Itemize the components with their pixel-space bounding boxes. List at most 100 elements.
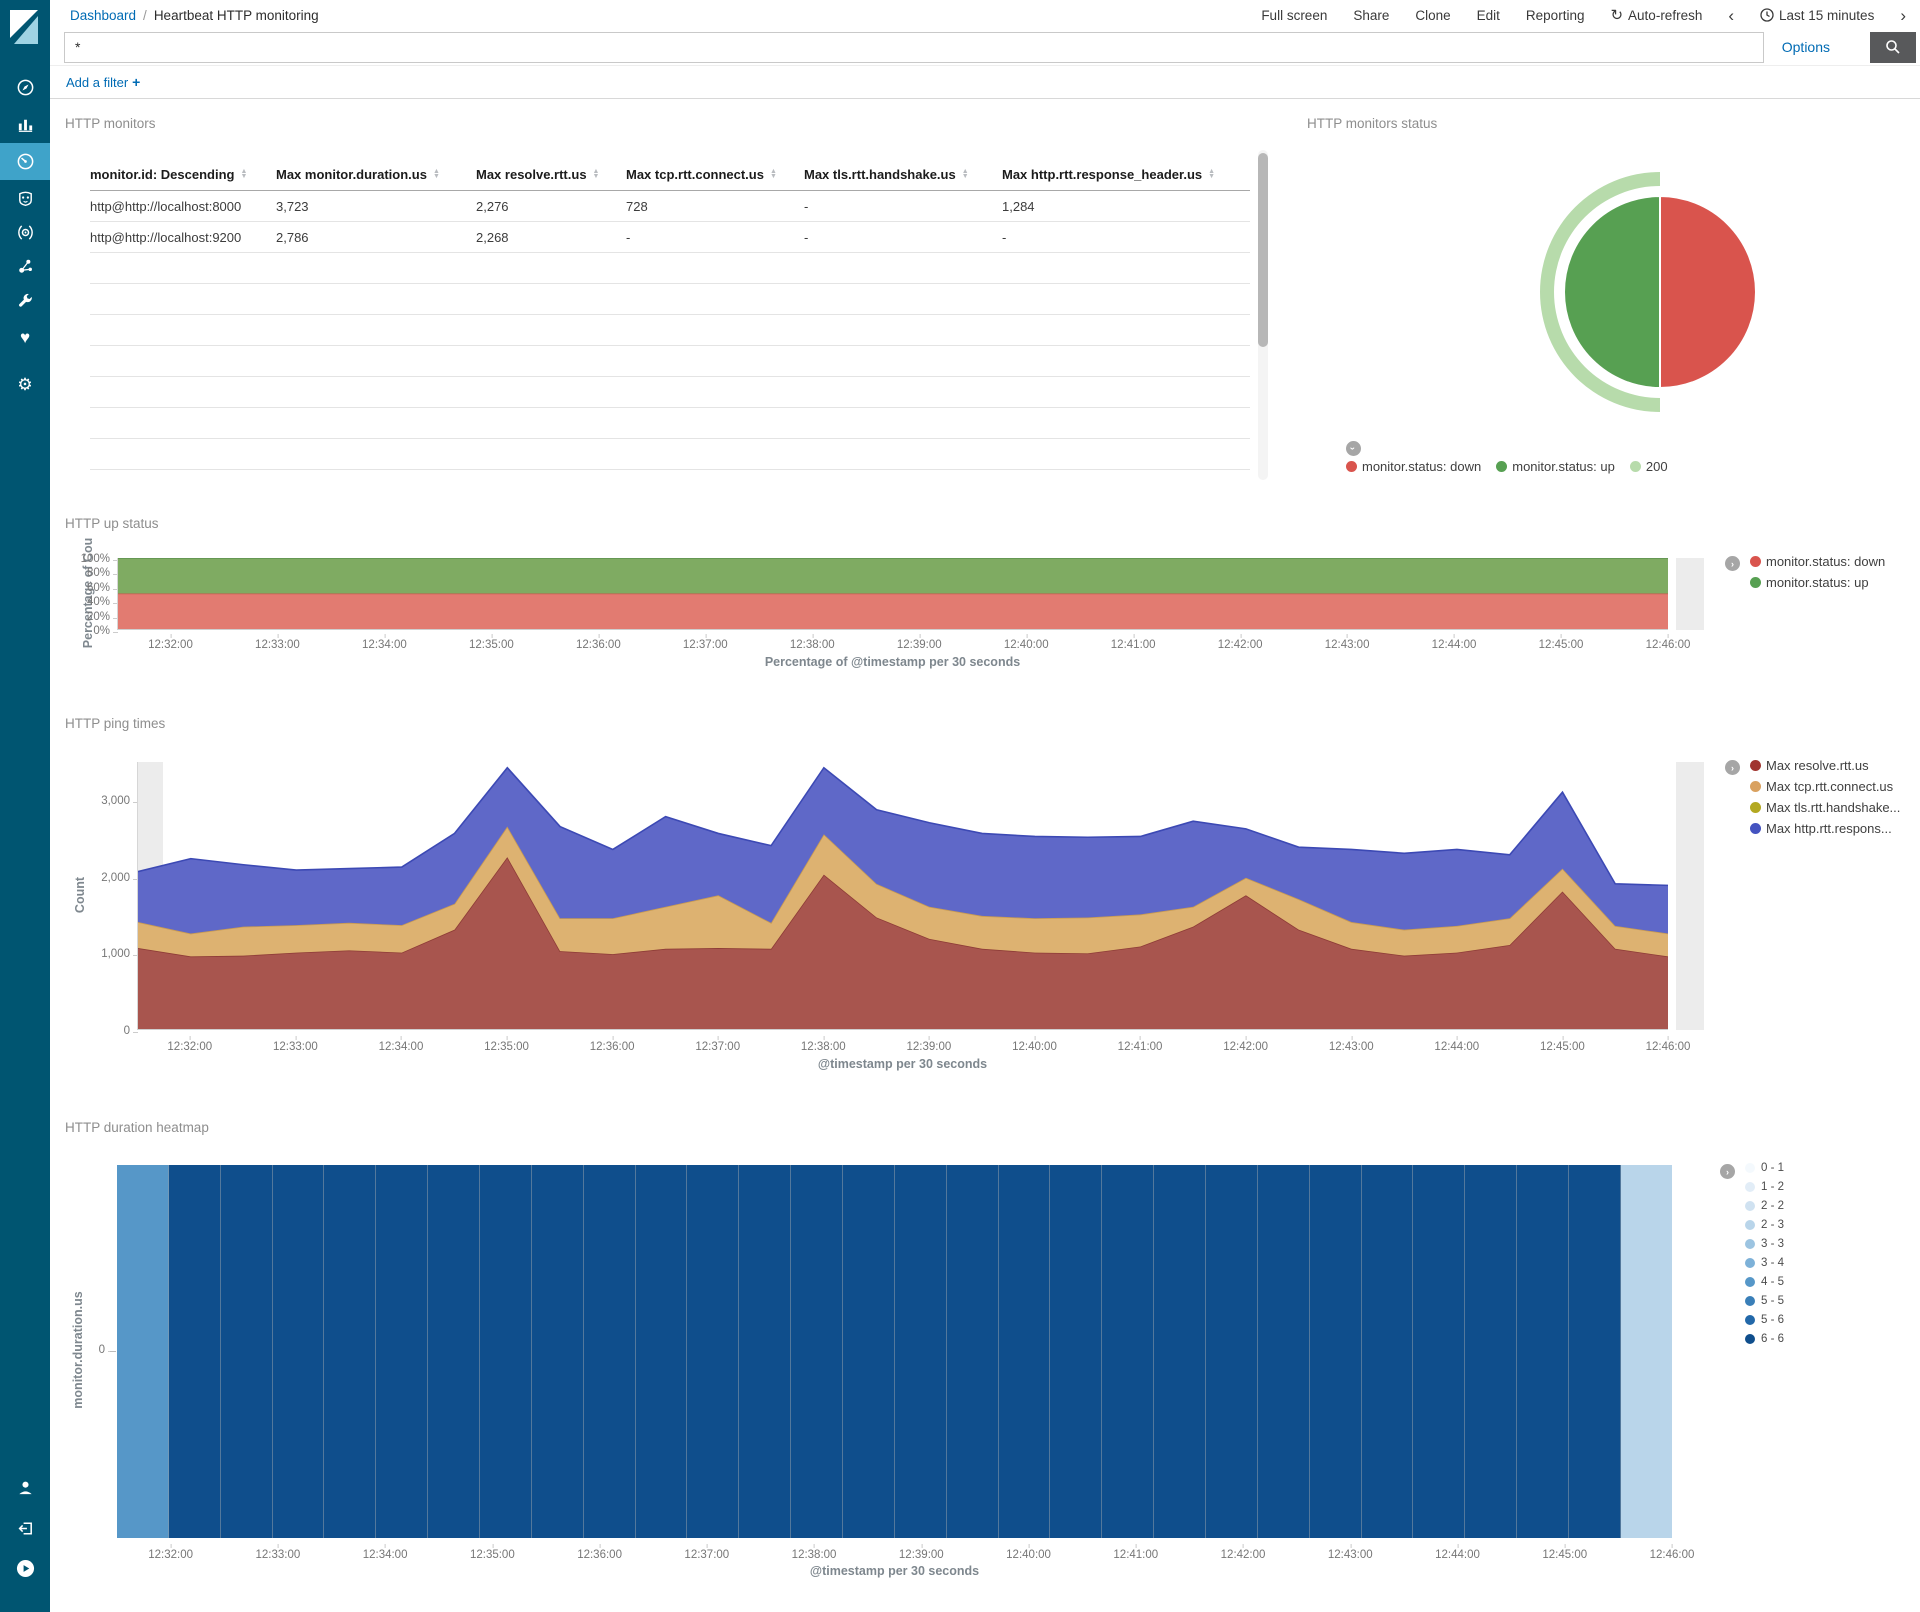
table-header-max-monitor-duration-us[interactable]: Max monitor.duration.us ▲ ▼ xyxy=(276,166,440,182)
menu-item-full-screen[interactable]: Full screen xyxy=(1261,7,1328,23)
table-row: http@http://localhost:9200 2,786 2,268- - - xyxy=(90,222,1250,253)
legend-dot-icon xyxy=(1750,760,1761,771)
auto-refresh-button[interactable]: ↻ Auto-refresh xyxy=(1610,7,1703,24)
table-header-max-tcp-rtt-connect-us[interactable]: Max tcp.rtt.connect.us ▲ ▼ xyxy=(626,166,777,182)
menu-item-reporting[interactable]: Reporting xyxy=(1525,7,1585,23)
legend-collapse-button[interactable]: › xyxy=(1720,1164,1735,1179)
x-tick: 12:39:00 xyxy=(906,1036,952,1053)
legend-item[interactable]: Max tls.rtt.handshake... xyxy=(1750,800,1900,815)
x-tick: 12:39:00 xyxy=(898,1544,944,1561)
panel-title-http-duration-heatmap: HTTP duration heatmap xyxy=(65,1120,209,1135)
sidebar-item-ml[interactable] xyxy=(0,180,50,217)
query-options-link[interactable]: Options xyxy=(1781,39,1830,55)
legend-collapse-button[interactable]: › xyxy=(1725,556,1740,571)
sort-icon: ▲ ▼ xyxy=(240,168,248,180)
legend-collapse-button[interactable]: › xyxy=(1725,760,1740,775)
monitors-status-pie-chart[interactable] xyxy=(1530,162,1790,422)
time-back-button[interactable]: ‹ xyxy=(1728,5,1735,25)
heatmap-cell xyxy=(1050,1165,1103,1538)
heatmap-cell xyxy=(168,1165,221,1538)
kibana-logo-icon[interactable] xyxy=(10,10,40,44)
x-tick: 12:43:00 xyxy=(1327,1544,1373,1561)
x-tick: 12:42:00 xyxy=(1220,1544,1266,1561)
x-tick: 12:38:00 xyxy=(800,1036,846,1053)
legend-item[interactable]: 4 - 5 xyxy=(1745,1276,1784,1288)
sidebar-item-monitoring[interactable]: ♥ xyxy=(19,328,31,347)
search-query-input[interactable] xyxy=(64,31,1764,63)
time-picker-button[interactable]: Last 15 minutes xyxy=(1760,8,1874,23)
table-header-max-tls-rtt-handshake-us[interactable]: Max tls.rtt.handshake.us ▲ ▼ xyxy=(804,166,969,182)
table-scrollbar-thumb[interactable] xyxy=(1258,153,1268,347)
legend-dot-icon xyxy=(1629,461,1641,472)
legend-item[interactable]: 3 - 4 xyxy=(1745,1257,1784,1269)
table-row-empty xyxy=(90,315,1250,346)
panel-title-http-ping-times: HTTP ping times xyxy=(65,716,166,731)
table-row-empty xyxy=(90,408,1250,439)
duration-heatmap-chart[interactable] xyxy=(117,1165,1672,1538)
x-tick: 12:41:00 xyxy=(1113,1544,1159,1561)
legend-item[interactable]: 2 - 2 xyxy=(1745,1200,1784,1212)
y-tick: 100% xyxy=(80,553,119,565)
legend-item[interactable]: Max resolve.rtt.us xyxy=(1750,758,1900,773)
x-tick: 12:32:00 xyxy=(148,634,193,651)
add-filter-link[interactable]: Add a filter + xyxy=(66,74,141,90)
y-tick: 60% xyxy=(86,581,119,594)
legend-collapse-button[interactable]: › xyxy=(1346,441,1361,456)
x-tick: 12:33:00 xyxy=(255,634,300,651)
sort-icon: ▲ ▼ xyxy=(432,168,440,180)
x-tick: 12:34:00 xyxy=(378,1036,424,1053)
heatmap-y-tick: 0 xyxy=(75,1344,113,1356)
table-header-max-resolve-rtt-us[interactable]: Max resolve.rtt.us ▲ ▼ xyxy=(476,166,600,182)
sidebar-item-apm[interactable] xyxy=(0,214,50,251)
sidebar-item-account[interactable] xyxy=(0,1469,50,1506)
heatmap-cell xyxy=(635,1165,688,1538)
legend-item[interactable]: monitor.status: up xyxy=(1496,459,1615,474)
up-status-x-ticks: 12:32:00 12:33:00 12:34:00 12:35:00 12:36:00… xyxy=(117,634,1690,652)
sidebar-item-graph[interactable] xyxy=(0,248,50,285)
table-header-monitor-id-descending[interactable]: monitor.id: Descending ▲ ▼ xyxy=(90,166,248,182)
sidebar-item-dashboard[interactable] xyxy=(0,143,50,180)
breadcrumb-dashboard-link[interactable]: Dashboard xyxy=(70,7,137,23)
legend-item[interactable]: 3 - 3 xyxy=(1745,1238,1784,1250)
sidebar-item-discover[interactable] xyxy=(0,69,50,106)
heatmap-x-ticks: 12:32:00 12:33:00 12:34:00 12:35:00 12:36:00… xyxy=(117,1544,1694,1562)
x-tick: 12:38:00 xyxy=(791,1544,837,1561)
menu-item-edit[interactable]: Edit xyxy=(1476,7,1500,23)
legend-dot-icon xyxy=(1750,556,1761,567)
sidebar-item-devtools[interactable] xyxy=(0,282,50,319)
legend-item[interactable]: 0 - 1 xyxy=(1745,1162,1784,1174)
legend-item[interactable]: 1 - 2 xyxy=(1745,1181,1784,1193)
menu-item-clone[interactable]: Clone xyxy=(1415,7,1451,23)
x-tick: 12:42:00 xyxy=(1223,1036,1269,1053)
x-tick: 12:45:00 xyxy=(1538,634,1584,651)
legend-item[interactable]: 5 - 6 xyxy=(1745,1314,1784,1326)
sidebar-item-collapse[interactable] xyxy=(0,1550,50,1587)
ping-times-chart[interactable] xyxy=(137,762,1668,1030)
legend-item[interactable]: 5 - 5 xyxy=(1745,1295,1784,1307)
heatmap-legend: 0 - 1 1 - 2 2 - 2 2 - 3 3 - 3 3 - 4 4 - 5 5 - 5… xyxy=(1745,1162,1784,1345)
legend-item[interactable]: monitor.status: down xyxy=(1750,554,1885,569)
table-row-empty xyxy=(90,284,1250,315)
heatmap-cell xyxy=(428,1165,481,1538)
legend-item[interactable]: 6 - 6 xyxy=(1745,1333,1784,1345)
sidebar-item-management[interactable]: ⚙ xyxy=(17,375,33,394)
legend-item[interactable]: 2 - 3 xyxy=(1745,1219,1784,1231)
sidebar-item-logout[interactable] xyxy=(0,1510,50,1547)
legend-item[interactable]: monitor.status: up xyxy=(1750,575,1885,590)
table-header-max-http-rtt-response-header-us[interactable]: Max http.rtt.response_header.us ▲ ▼ xyxy=(1002,166,1216,182)
heatmap-cell xyxy=(1361,1165,1414,1538)
search-button[interactable] xyxy=(1870,31,1916,63)
menu-item-share[interactable]: Share xyxy=(1353,7,1390,23)
legend-item[interactable]: monitor.status: down xyxy=(1346,459,1481,474)
legend-item[interactable]: 200 xyxy=(1629,459,1668,474)
x-tick: 12:36:00 xyxy=(577,1544,622,1561)
time-forward-button[interactable]: › xyxy=(1900,5,1906,25)
legend-dot-icon xyxy=(1745,1201,1755,1211)
legend-dot-icon xyxy=(1745,1258,1755,1268)
legend-item[interactable]: Max http.rtt.respons... xyxy=(1750,821,1900,836)
sidebar-item-visualize[interactable] xyxy=(0,106,50,143)
legend-dot-icon xyxy=(1750,802,1761,813)
legend-item[interactable]: Max tcp.rtt.connect.us xyxy=(1750,779,1900,794)
up-status-chart[interactable] xyxy=(117,558,1668,630)
heatmap-cell xyxy=(1102,1165,1155,1538)
